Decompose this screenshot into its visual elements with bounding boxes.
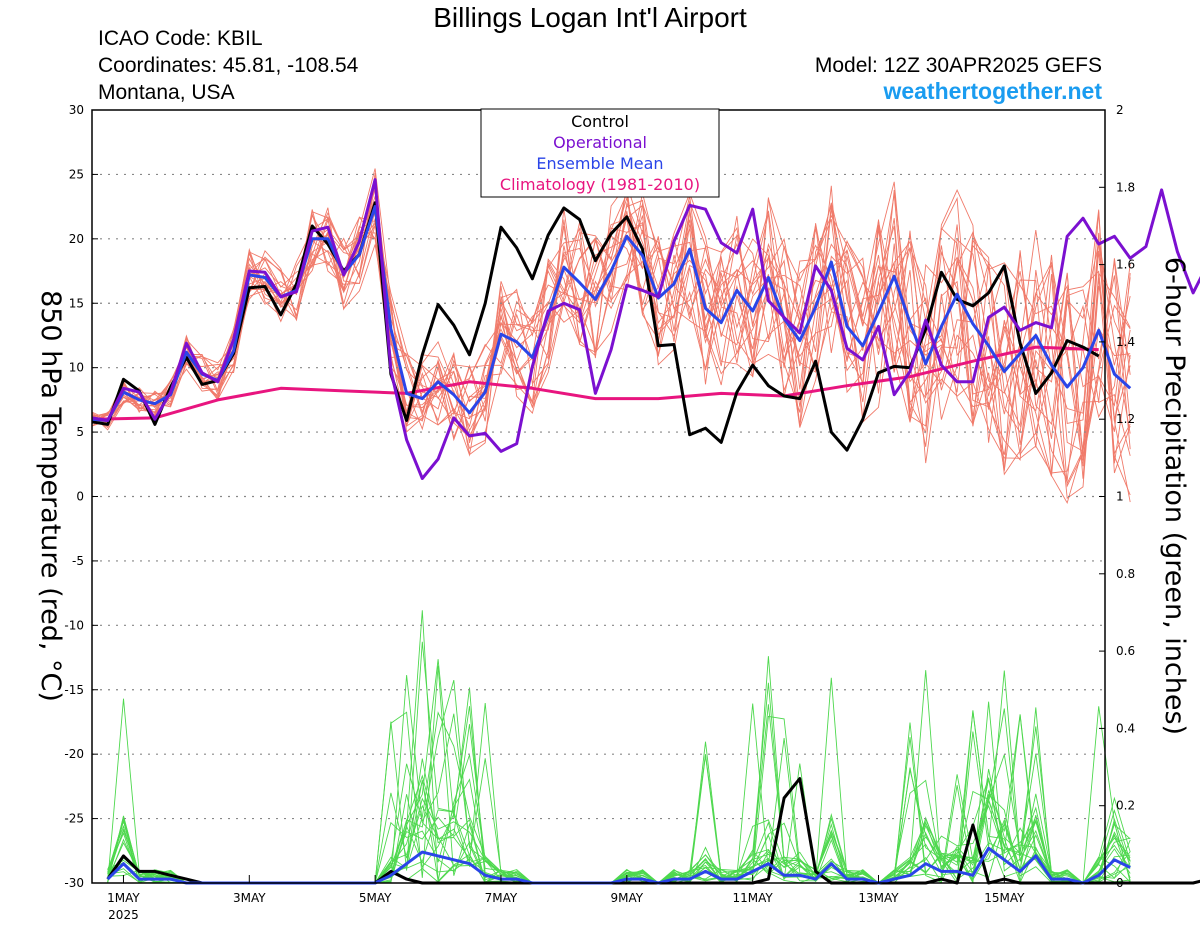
y-left-tick-label: 15: [69, 296, 84, 310]
y-right-tick-label: 1.2: [1116, 412, 1135, 426]
precip-member-line: [107, 710, 1131, 884]
x-tick-label: 5MAY: [359, 891, 392, 905]
y-left-tick-label: 25: [69, 167, 84, 181]
legend-climatology: Climatology (1981-2010): [500, 175, 700, 194]
y-right-tick-label: 1.4: [1116, 335, 1135, 349]
series-control: [91, 201, 1100, 452]
temp-member-line: [91, 188, 1131, 456]
x-tick-label: 13MAY: [858, 891, 899, 905]
series-operational: [91, 178, 1200, 480]
temp-member-line: [91, 192, 1131, 500]
y-left-tick-label: -30: [64, 876, 84, 890]
temp-member-line: [91, 198, 1131, 496]
precip-member-line: [107, 763, 1131, 884]
y-left-tick-label: -5: [72, 554, 84, 568]
region: Montana, USA: [98, 81, 235, 104]
x-tick-year: 2025: [108, 908, 139, 922]
coordinates: Coordinates: 45.81, -108.54: [98, 54, 359, 77]
plot-frame: [91, 109, 1106, 884]
legend-control: Control: [571, 112, 629, 131]
y-right-tick-label: 0.2: [1116, 799, 1135, 813]
series-ensemble-mean: [91, 205, 1132, 422]
temp-member-line: [91, 188, 1131, 471]
y-right-tick-label: 1.8: [1116, 180, 1135, 194]
legend-ensemble-mean: Ensemble Mean: [536, 154, 663, 173]
legend: Control Operational Ensemble Mean Climat…: [480, 108, 720, 198]
legend-box: [480, 108, 720, 198]
temp-member-line: [91, 193, 1131, 482]
x-tick-label: 1MAY: [107, 891, 140, 905]
y-right-tick-label: 1: [1116, 490, 1124, 504]
x-tick-label: 11MAY: [733, 891, 774, 905]
y-left-tick-label: 5: [76, 425, 84, 439]
y-left-tick-label: -10: [64, 618, 84, 632]
y-right-tick-label: 0.6: [1116, 644, 1135, 658]
y-right-tick-label: 0: [1116, 876, 1124, 890]
temp-member-line: [91, 183, 1131, 474]
site-link[interactable]: weathertogether.net: [883, 78, 1102, 104]
x-tick-label: 9MAY: [611, 891, 644, 905]
y-left-tick-label: -25: [64, 812, 84, 826]
legend-operational: Operational: [553, 133, 647, 152]
y-left-tick-label: -15: [64, 683, 84, 697]
chart-title: Billings Logan Int'l Airport: [433, 2, 747, 33]
y-left-tick-label: 10: [69, 361, 84, 375]
series-climatology-1981-2010: [91, 345, 1099, 421]
temp-member-line: [91, 181, 1131, 474]
x-tick-label: 7MAY: [485, 891, 518, 905]
y-right-tick-label: 2: [1116, 103, 1124, 117]
y-right-tick-label: 0.8: [1116, 567, 1135, 581]
temperature-ensemble-members: [91, 168, 1131, 505]
temp-member-line: [91, 184, 1131, 476]
y-left-tick-label: 20: [69, 232, 84, 246]
icao-code: ICAO Code: KBIL: [98, 27, 263, 50]
y-right-tick-label: 0.4: [1116, 721, 1135, 735]
y-right-tick-label: 1.6: [1116, 258, 1135, 272]
x-tick-label: 15MAY: [984, 891, 1025, 905]
grid-lines: [92, 173, 1105, 820]
y-left-tick-label: -20: [64, 747, 84, 761]
model-run: Model: 12Z 30APR2025 GEFS: [814, 54, 1102, 77]
y-left-tick-label: 30: [69, 103, 84, 117]
y-axis-right-label: 6-hour Precipitation (green, inches): [1159, 257, 1190, 735]
y-axis-left-label: 850 hPa Temperature (red, °C): [35, 290, 66, 702]
axes: 302520151050-5-10-15-20-25-3021.81.61.41…: [64, 103, 1135, 922]
x-tick-label: 3MAY: [233, 891, 266, 905]
y-left-tick-label: 0: [76, 490, 84, 504]
